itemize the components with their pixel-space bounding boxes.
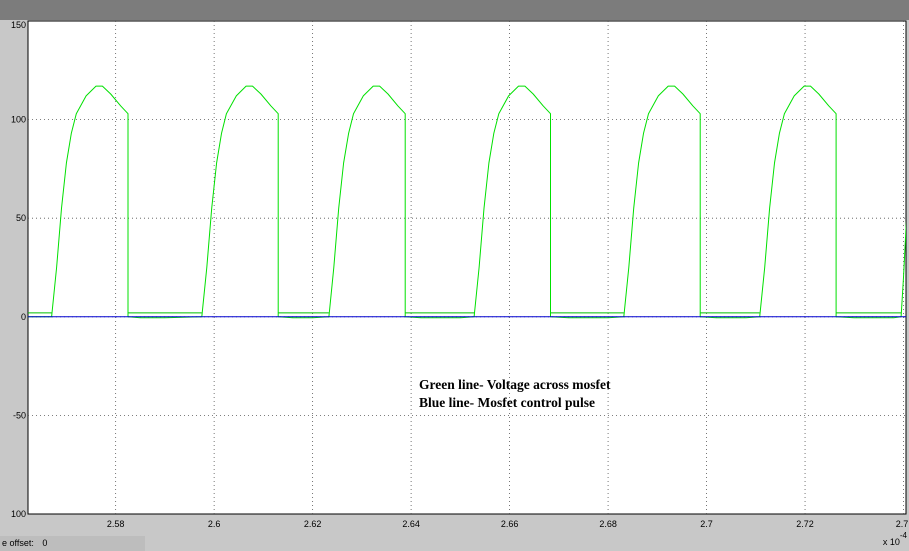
y-tick-label: 150 <box>11 20 26 30</box>
x-axis-multiplier: x 10-4 <box>882 531 907 547</box>
x-tick-label: 2.64 <box>402 519 420 529</box>
plot-background <box>27 20 907 515</box>
scope-toolbar <box>0 0 909 20</box>
x-tick-label: 2.68 <box>599 519 617 529</box>
legend-annotation: Blue line- Mosfet control pulse <box>419 395 595 410</box>
time-offset-value: 0 <box>42 538 48 548</box>
y-tick-label: 100 <box>11 509 26 519</box>
legend-annotation: Green line- Voltage across mosfet <box>419 377 611 392</box>
x-tick-label: 2.7 <box>896 519 909 529</box>
x-tick-label: 2.62 <box>304 519 322 529</box>
time-offset-label: e offset: <box>2 538 34 548</box>
y-tick-label: 0 <box>21 312 26 322</box>
y-tick-label: -50 <box>13 410 26 420</box>
x-tick-label: 2.7 <box>700 519 713 529</box>
x-tick-label: 2.6 <box>208 519 221 529</box>
time-offset-readout: e offset: 0 <box>0 536 47 551</box>
x-axis-multiplier-exponent: -4 <box>899 531 907 540</box>
x-tick-label: 2.72 <box>796 519 814 529</box>
x-axis-multiplier-base: x 10 <box>882 537 900 547</box>
x-tick-label: 2.58 <box>107 519 125 529</box>
y-tick-label: 100 <box>11 115 26 125</box>
time-offset-field <box>0 536 145 551</box>
x-tick-label: 2.66 <box>501 519 519 529</box>
y-tick-label: 50 <box>16 213 26 223</box>
